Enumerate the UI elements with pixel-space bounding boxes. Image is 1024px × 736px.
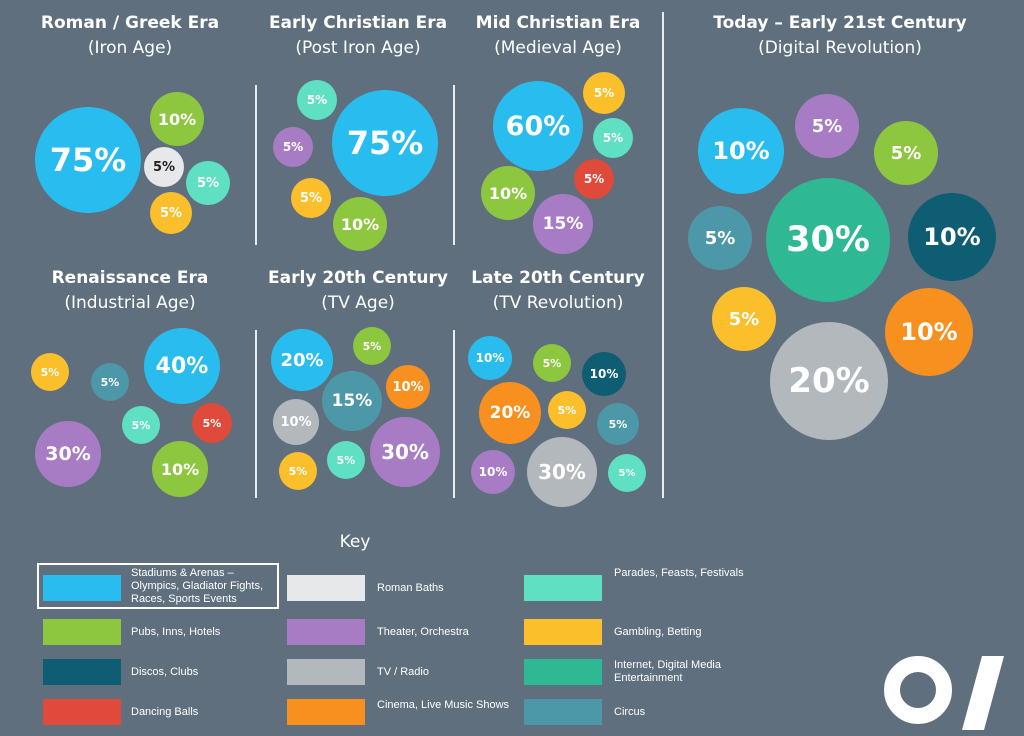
key-swatch-pubs [43,619,121,645]
key-label-cinema: Cinema, Live Music Shows [377,699,510,711]
panel-title: Early 20th Century [268,268,448,288]
bubble-stadiums: 10% [698,108,784,194]
bubble-pubs: 10% [152,441,208,497]
key-label-internet: Internet, Digital Media Entertainment [614,659,721,684]
bubble-theater: 5% [273,127,313,167]
key-label-balls: Dancing Balls [131,706,199,718]
separator-line [255,85,257,245]
bubble-theater: 5% [795,94,859,158]
bubble-discos: 10% [908,193,996,281]
separator-line [453,330,455,498]
bubble-pubs: 5% [533,344,571,382]
bubble-parades: 5% [297,80,337,120]
key-label-circus: Circus [614,706,646,718]
bubble-tv: 20% [770,322,888,440]
key-swatch-parades [524,575,602,601]
bubble-stadiums: 75% [35,107,141,213]
key-swatch-cinema [287,699,365,725]
key-highlight-box [37,563,279,609]
bubble-pubs: 10% [481,166,535,220]
bubble-tv: 30% [527,437,597,507]
bubble-parades: 5% [608,454,646,492]
panel-subtitle: (TV Revolution) [492,293,624,313]
bubble-parades: 5% [593,118,633,158]
bubble-theater: 30% [370,417,440,487]
bubble-baths: 5% [144,147,184,187]
bubble-balls: 5% [192,403,232,443]
bubble-balls: 5% [574,159,614,199]
bubble-theater: 15% [533,194,593,254]
panel-subtitle: (Digital Revolution) [758,38,922,58]
panel-title: Early Christian Era [268,13,448,33]
panel-title: Renaissance Era [51,268,209,288]
bubble-stadiums: 75% [332,90,438,196]
key-swatch-tv [287,659,365,685]
bubble-cinema: 10% [885,288,973,376]
panel-subtitle: (Industrial Age) [64,293,196,313]
key-label-discos: Discos, Clubs [131,666,199,678]
key-swatch-theater [287,619,365,645]
bubble-parades: 5% [327,441,365,479]
key-label-baths: Roman Baths [377,582,444,594]
key-label-gambling: Gambling, Betting [614,626,702,638]
bubble-pubs: 5% [874,121,938,185]
bubble-internet: 30% [766,178,890,302]
bubble-theater: 30% [35,421,101,487]
bubble-stadiums: 40% [144,328,220,404]
separator-line [662,12,664,498]
key-label-stadiums: Stadiums & Arenas – Olympics, Gladiator … [131,567,264,605]
bubble-pubs: 10% [333,197,387,251]
bubble-circus: 5% [91,363,129,401]
bubble-tv: 10% [273,399,319,445]
key-title: Key [339,532,371,552]
bubble-circus: 5% [597,403,639,445]
bubble-circus: 15% [322,371,382,431]
key-label-tv: TV / Radio [377,666,429,678]
panel-title: Mid Christian Era [475,13,641,33]
key-swatch-balls [43,699,121,725]
bubble-cinema: 20% [479,382,541,444]
key-swatch-baths [287,575,365,601]
bubble-stadiums: 60% [493,81,583,171]
panel-title: Today – Early 21st Century [713,13,967,33]
bubble-pubs: 5% [353,327,391,365]
bubble-discos: 10% [582,352,626,396]
key-swatch-circus [524,699,602,725]
bubble-pubs: 10% [150,92,204,146]
panel-title: Late 20th Century [471,268,645,288]
key-swatch-stadiums [43,575,121,601]
key-label-theater: Theater, Orchestra [377,626,469,638]
bubble-gambling: 5% [291,178,331,218]
bubble-theater: 10% [471,450,515,494]
bubble-cinema: 10% [386,365,430,409]
bubble-parades: 5% [122,406,160,444]
key-label-pubs: Pubs, Inns, Hotels [131,626,221,638]
bubble-gambling: 5% [150,192,192,234]
panel-subtitle: (Iron Age) [87,38,173,58]
separator-line [453,85,455,245]
key-swatch-discos [43,659,121,685]
panel-subtitle: (TV Age) [321,293,395,313]
bubble-stadiums: 10% [468,336,512,380]
bubble-gambling: 5% [279,452,317,490]
key-label-parades: Parades, Feasts, Festivals [614,567,744,579]
panel-subtitle: (Post Iron Age) [295,38,421,58]
bubble-stadiums: 20% [271,329,333,391]
bubble-parades: 5% [186,161,230,205]
panel-subtitle: (Medieval Age) [494,38,622,58]
separator-line [255,330,257,498]
bubble-gambling: 5% [31,353,69,391]
bubble-gambling: 5% [548,391,586,429]
key-swatch-gambling [524,619,602,645]
bubble-circus: 5% [688,206,752,270]
key-swatch-internet [524,659,602,685]
bubble-gambling: 5% [712,287,776,351]
brand-logo-icon [884,656,1004,730]
panel-title: Roman / Greek Era [40,13,220,33]
bubble-gambling: 5% [583,72,625,114]
